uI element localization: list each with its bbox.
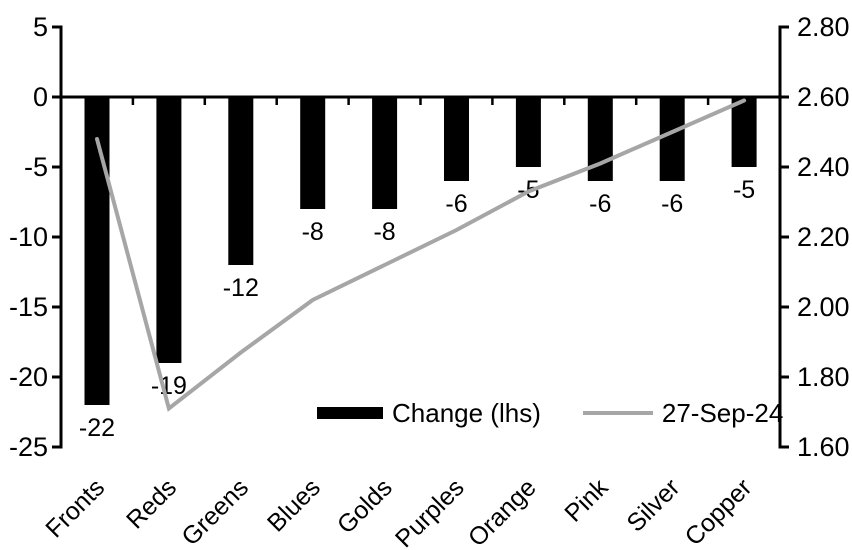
bar-data-label: -12 <box>223 274 259 302</box>
legend-line-swatch-icon <box>582 411 653 415</box>
legend-bar-swatch-icon <box>317 407 383 419</box>
left-axis-label: -15 <box>9 292 48 322</box>
bar-data-label: -8 <box>302 218 324 246</box>
bar-Purples <box>444 97 469 181</box>
left-axis-label: -10 <box>9 222 48 252</box>
bar-data-label: -6 <box>661 190 683 218</box>
series-line <box>95 98 747 412</box>
x-label-Golds: Golds <box>332 473 398 539</box>
right-axis-label: 2.40 <box>797 152 850 182</box>
left-axis-label: -20 <box>9 362 48 392</box>
bar-Fronts <box>84 97 110 405</box>
right-axis-label: 1.60 <box>797 432 850 462</box>
x-label-Fronts: Fronts <box>40 473 110 543</box>
bar-Blues <box>300 97 326 209</box>
x-label-Pink: Pink <box>559 473 614 528</box>
bar-data-label: -6 <box>589 190 611 218</box>
bar-data-label: -19 <box>151 372 187 400</box>
x-label-Blues: Blues <box>262 473 326 537</box>
bar-data-label: -6 <box>445 190 467 218</box>
x-label-Greens: Greens <box>176 473 254 550</box>
right-axis-label: 2.60 <box>797 82 850 112</box>
bar-Silver <box>659 97 685 181</box>
left-axis-label: 5 <box>33 12 48 42</box>
legend-line-label: 27-Sep-24 <box>661 398 784 428</box>
chart-legend: Change (lhs) 27-Sep-24 <box>317 400 783 426</box>
x-label-Reds: Reds <box>121 473 182 534</box>
bar-Golds <box>372 97 398 209</box>
bar-data-label: -8 <box>373 218 395 246</box>
right-axis-label: 2.20 <box>797 222 850 252</box>
right-axis-label: 2.80 <box>797 12 850 42</box>
x-label-Orange: Orange <box>463 473 542 550</box>
x-label-Silver: Silver <box>621 473 685 537</box>
bar-Orange <box>515 97 541 167</box>
x-label-Copper: Copper <box>680 473 758 550</box>
bar-data-label: -5 <box>733 176 755 204</box>
x-label-Purples: Purples <box>390 473 470 550</box>
left-axis-label: 0 <box>33 82 48 112</box>
bar-Copper <box>731 97 757 167</box>
left-axis-label: -25 <box>9 432 48 462</box>
bar-data-label: -22 <box>79 414 115 442</box>
bar-Greens <box>228 97 254 265</box>
legend-bar-label: Change (lhs) <box>392 398 541 428</box>
bar-Reds <box>156 97 182 363</box>
right-axis-label: 2.00 <box>797 292 850 322</box>
right-axis-label: 1.80 <box>797 362 850 392</box>
left-axis-label: -5 <box>24 152 48 182</box>
